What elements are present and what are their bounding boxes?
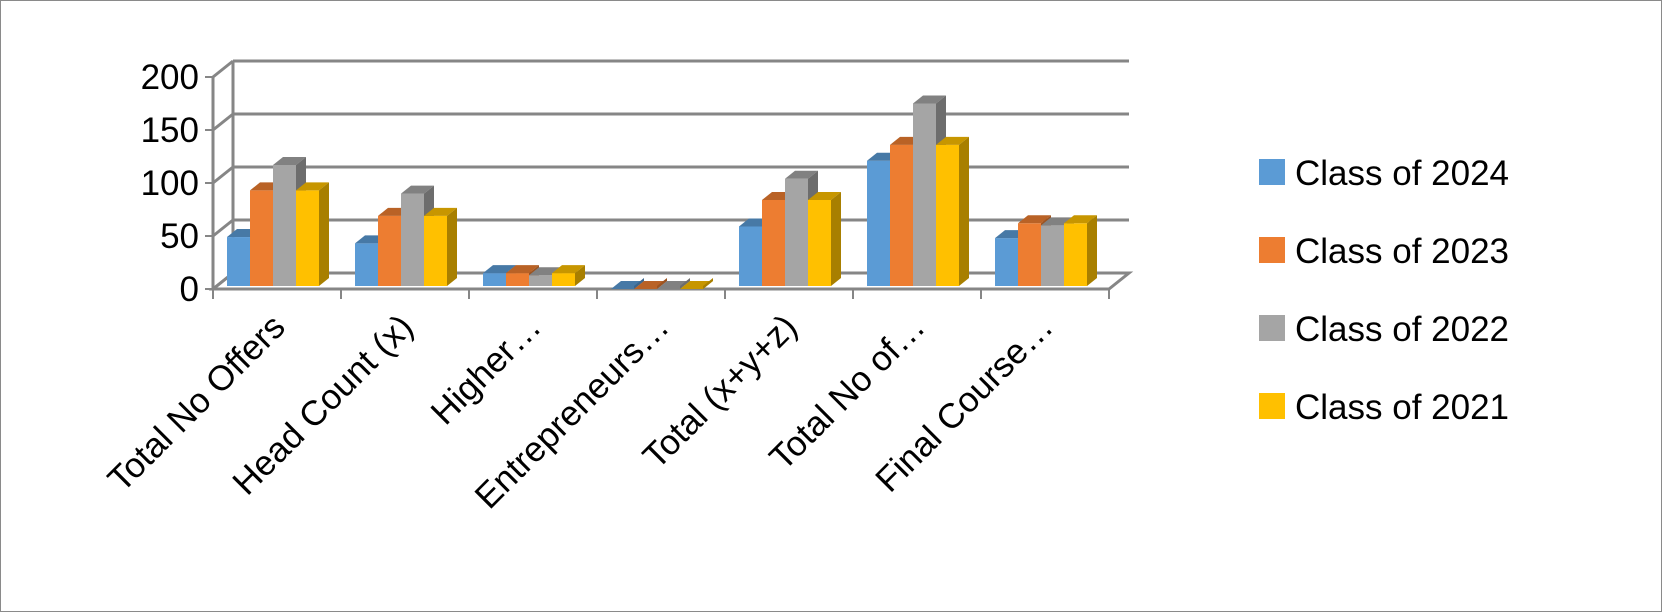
bar-front [250, 190, 273, 286]
gridline-side [212, 218, 234, 238]
bar-side [703, 278, 713, 289]
legend-swatch [1259, 393, 1285, 419]
legend-label: Class of 2024 [1295, 154, 1509, 193]
bar-front [296, 190, 319, 286]
category-label: Higher… [423, 307, 548, 432]
bar-side [831, 191, 841, 286]
bar-side [575, 265, 585, 286]
bar [296, 182, 329, 286]
gridline-side [212, 112, 234, 132]
bar-top [785, 170, 818, 179]
bar-front [1018, 223, 1041, 286]
bar [680, 278, 713, 289]
bar-front [506, 273, 529, 286]
bar-front [424, 215, 447, 286]
bar [936, 136, 969, 286]
bar-front [1064, 223, 1087, 286]
bar [634, 278, 667, 289]
bar-front [529, 275, 552, 286]
bar-side [1087, 215, 1097, 286]
bar-front [936, 144, 959, 286]
bar-top [552, 265, 585, 274]
legend-label: Class of 2023 [1295, 232, 1509, 271]
bars-layer [227, 95, 1097, 289]
y-tick-label: 150 [141, 111, 199, 150]
legend-item: Class of 2022 [1259, 310, 1509, 349]
bar-top [483, 265, 516, 274]
bar-side [959, 136, 969, 286]
bar-side [634, 278, 644, 289]
bar-front [785, 178, 808, 286]
bar [657, 278, 690, 289]
legend-item: Class of 2021 [1259, 388, 1509, 427]
bar-front [401, 193, 424, 286]
y-tick-label: 0 [180, 270, 199, 309]
y-tick-label: 200 [141, 58, 199, 97]
floor [208, 271, 1134, 291]
bar-top [273, 156, 306, 165]
legend: Class of 2024 Class of 2023 Class of 2022 C… [1259, 154, 1509, 427]
bar-front [739, 226, 762, 286]
bar-front [808, 199, 831, 286]
bar [1064, 215, 1097, 286]
bar-front [762, 199, 785, 286]
bar-top [424, 207, 457, 216]
bar-top [1018, 215, 1051, 224]
legend-swatch [1259, 237, 1285, 263]
bar-side [680, 278, 690, 289]
grid-layer [212, 59, 1129, 291]
legend-label: Class of 2022 [1295, 310, 1509, 349]
bar-side [447, 207, 457, 286]
bar-front [378, 215, 401, 286]
y-tick-label: 50 [160, 217, 199, 256]
bar-side [657, 278, 667, 289]
bar-front [890, 144, 913, 286]
bar-front [867, 160, 890, 286]
legend-item: Class of 2023 [1259, 232, 1509, 271]
bar-front [355, 243, 378, 286]
axis-layer [205, 61, 1134, 299]
bar-front [552, 273, 575, 286]
bar-front [227, 237, 250, 286]
bar [611, 278, 644, 289]
bar [552, 265, 585, 286]
legend-swatch [1259, 159, 1285, 185]
bar-top [913, 95, 946, 104]
y-tick-label: 100 [141, 164, 199, 203]
bar-front [483, 273, 506, 286]
legend-swatch [1259, 315, 1285, 341]
legend-label: Class of 2021 [1295, 388, 1509, 427]
legend-item: Class of 2024 [1259, 154, 1509, 193]
bar-top [936, 136, 969, 145]
bar-top [401, 185, 434, 194]
bar-side [319, 182, 329, 286]
bar-top [296, 182, 329, 191]
bar-front [1041, 225, 1064, 286]
gridline-side [212, 165, 234, 185]
bar-front [995, 238, 1018, 286]
bar-top [808, 191, 841, 200]
bar-front [273, 164, 296, 286]
bar [424, 207, 457, 286]
bar-front [913, 103, 936, 286]
bar [808, 191, 841, 286]
bar-top [1064, 215, 1097, 224]
bar-top [506, 265, 539, 274]
gridline-side [212, 59, 234, 79]
